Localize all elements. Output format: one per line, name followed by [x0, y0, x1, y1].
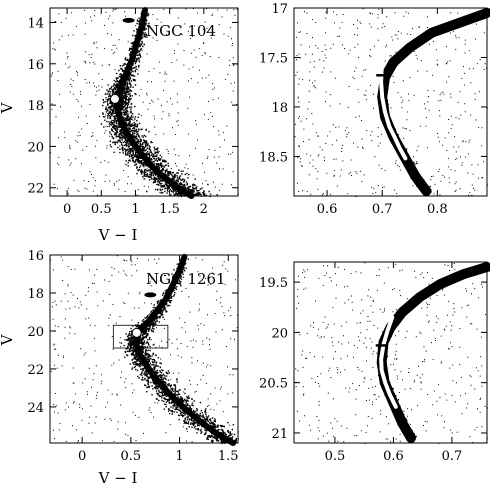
ngc1261-star-field	[50, 253, 239, 446]
ngc104-ytick-label: 22	[27, 182, 44, 197]
ngc1261-zoom-frame	[293, 261, 488, 444]
ngc104-zoom-ytick-label: 17.5	[259, 51, 288, 66]
ngc1261-clump	[144, 292, 157, 298]
ngc104-axes: 0 0.5 1 1.5 2 14 16 18 20 22	[27, 7, 239, 217]
ngc1261-title: NGC 1261	[146, 270, 226, 288]
ngc1261-zoom-xtick-label: 0.6	[383, 449, 404, 464]
ngc1261-zoom-ytick-label: 20	[271, 326, 288, 341]
ngc1261-zoom-overlay	[375, 315, 398, 409]
ngc104-ylabel: V	[0, 101, 16, 114]
ngc104-zoom-xtick-label: 0.6	[317, 202, 338, 217]
ngc104-title: NGC 104	[146, 22, 216, 40]
ngc104-ytick-label: 18	[27, 99, 44, 114]
ngc1261-ytick-label: 24	[27, 401, 44, 416]
ngc1261-zoom-star-field	[295, 262, 490, 444]
ngc1261-zoom-xtick-label: 0.5	[325, 449, 346, 464]
ngc104-star-field	[50, 7, 239, 199]
ngc1261-frame	[49, 254, 239, 444]
ngc104-zoom-xtick-label: 0.8	[427, 202, 448, 217]
ngc104-ytick-label: 14	[27, 16, 44, 31]
ngc104-ytick-label: 16	[27, 58, 44, 73]
ngc104-xlabel: V − I	[98, 226, 138, 244]
ngc1261-zoom-stars	[295, 262, 488, 444]
ngc104-zoom-star-field	[294, 7, 490, 197]
ngc104-xtick-label: 1.5	[159, 202, 180, 217]
ngc104-xtick-label: 0	[63, 202, 71, 217]
ngc1261-zoom-axes: 0.5 0.6 0.7 19.5 20 20.5 21	[259, 261, 488, 464]
ngc104-xtick-label: 1	[131, 202, 139, 217]
ngc1261-ytick-label: 22	[27, 363, 44, 378]
ngc1261-turnoff-marker	[131, 327, 142, 338]
ngc104-sequence-core	[114, 7, 195, 199]
ngc104-zoom-sequence-core	[377, 7, 490, 197]
ngc104-xtick-label: 2	[200, 202, 208, 217]
ngc1261-zoom-box	[112, 324, 169, 349]
ngc1261-ytick-label: 18	[27, 287, 44, 302]
ngc1261-zoom-xtick-label: 0.7	[442, 449, 463, 464]
ngc104-zoom-overlay	[376, 50, 408, 161]
ngc104-zoom-ytick-label: 18.5	[259, 150, 288, 165]
ngc1261-axes: 0 0.5 1 1.5 16 18 20 22 24	[27, 249, 238, 464]
ngc1261-zoom-ytick-label: 19.5	[259, 276, 288, 291]
ngc104-xtick-label: 0.5	[91, 202, 112, 217]
ngc104-ytick-label: 20	[27, 140, 44, 155]
ngc1261-stars	[50, 255, 239, 445]
ngc1261-ylabel: V	[0, 333, 16, 346]
ngc1261-xtick-label: 0.5	[121, 449, 142, 464]
ngc1261-xlabel: V − I	[98, 469, 138, 485]
ngc104-zoom-fiducial-line	[379, 50, 408, 161]
ngc1261-ytick-label: 16	[27, 249, 44, 264]
ngc104-zoom-xtick-label: 0.7	[372, 202, 393, 217]
ngc104-overlay	[109, 17, 135, 104]
ngc104-turnoff-marker	[109, 93, 120, 104]
ngc104-zoom-stars	[294, 8, 488, 197]
ngc1261-xtick-label: 1	[175, 449, 183, 464]
ngc1261-ytick-label: 20	[27, 325, 44, 340]
ngc1261-overlay	[112, 292, 169, 349]
ngc104-zoom-axes: 0.6 0.7 0.8 17 17.5 18 18.5	[259, 2, 488, 217]
ngc104-clump	[122, 17, 135, 23]
ngc104-zoom-frame	[293, 7, 488, 197]
ngc1261-sequence-core	[133, 253, 237, 446]
ngc104-zoom-ytick-label: 17	[271, 2, 288, 17]
ngc1261-zoom-ytick-label: 20.5	[259, 377, 288, 392]
ngc1261-xtick-label: 1.5	[218, 449, 239, 464]
ngc104-zoom-ytick-label: 18	[271, 101, 288, 116]
ngc104-frame	[49, 7, 239, 197]
ngc1261-zoom-sequence-core	[376, 262, 490, 443]
ngc1261-zoom-fiducial-line	[379, 315, 398, 409]
ngc1261-zoom-ytick-label: 21	[271, 427, 288, 442]
ngc1261-xtick-label: 0	[78, 449, 86, 464]
